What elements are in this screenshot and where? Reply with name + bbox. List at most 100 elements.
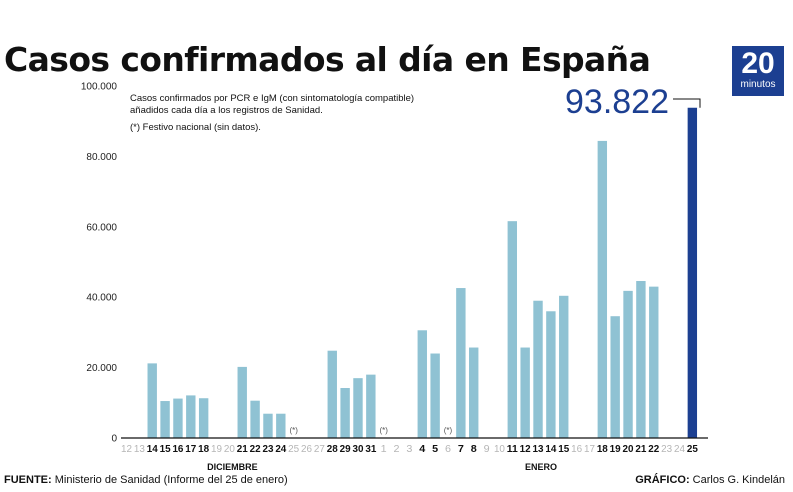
x-tick-label: 22: [250, 444, 261, 455]
highlight-annotation: 93.822: [565, 83, 701, 121]
credit-text: Carlos G. Kindelán: [692, 474, 785, 486]
y-tick-label: 100.000: [81, 82, 118, 93]
x-tick-label: 11: [507, 444, 518, 455]
source-text: Ministerio de Sanidad (Informe del 25 de…: [54, 474, 288, 486]
bar-14-33: [546, 311, 556, 438]
x-tick-label: 30: [352, 444, 363, 455]
credit-note: GRÁFICO: Carlos G. Kindelán: [635, 474, 785, 486]
x-tick-label: 13: [134, 444, 145, 455]
x-tick-label: 29: [340, 444, 351, 455]
x-tick-label: 31: [365, 444, 376, 455]
bar-19-38: [610, 316, 620, 438]
note-line-1: Casos confirmados por PCR e IgM (con sin…: [130, 93, 414, 104]
x-tick-label: 20: [224, 444, 235, 455]
y-axis-labels: 0 20.000 40.000 60.000 80.000 100.000: [81, 82, 118, 445]
brand-logo: 20 minutos: [732, 46, 784, 96]
bar-14-2: [147, 363, 157, 438]
y-tick-label: 20.000: [86, 363, 117, 374]
bar-4-23: [417, 330, 427, 438]
x-tick-label: 14: [147, 444, 158, 455]
bar-17-5: [186, 395, 196, 438]
logo-word: minutos: [740, 79, 776, 90]
x-tick-label: 15: [160, 444, 171, 455]
x-tick-label: 26: [301, 444, 312, 455]
bar-16-4: [173, 398, 183, 438]
x-tick-label: 25: [288, 444, 299, 455]
credit-label: GRÁFICO:: [635, 474, 690, 486]
x-tick-label: 25: [687, 444, 698, 455]
bar-15-34: [559, 295, 569, 438]
bar-12-31: [520, 347, 530, 438]
x-tick-label: 19: [211, 444, 222, 455]
highlight-leader-line: [673, 98, 701, 108]
x-tick-label: 5: [432, 444, 438, 455]
x-tick-label: 23: [661, 444, 672, 455]
x-tick-label: 1: [381, 444, 387, 455]
holiday-marker: (*): [444, 426, 453, 435]
bar-31-19: [366, 374, 376, 438]
x-tick-label: 22: [648, 444, 659, 455]
x-tick-label: 21: [237, 444, 248, 455]
x-tick-label: 12: [121, 444, 132, 455]
chart-notes: Casos confirmados por PCR e IgM (con sin…: [130, 93, 414, 133]
holiday-marker: (*): [379, 426, 388, 435]
logo-number: 20: [741, 47, 775, 80]
x-tick-label: 12: [520, 444, 531, 455]
x-tick-label: 21: [635, 444, 646, 455]
bar-7-26: [456, 288, 466, 438]
bar-11-30: [507, 221, 517, 438]
bar-22-41: [649, 286, 659, 438]
bar-29-17: [340, 388, 350, 438]
x-tick-label: 6: [445, 444, 451, 455]
y-tick-label: 80.000: [86, 152, 117, 163]
source-label: FUENTE:: [4, 474, 52, 486]
bar-28-16: [327, 350, 337, 438]
bar-21-9: [237, 366, 247, 438]
x-tick-label: 2: [394, 444, 400, 455]
x-tick-label: 28: [327, 444, 338, 455]
bars: (*) (*) (*): [147, 107, 698, 439]
x-tick-label: 16: [172, 444, 183, 455]
bar-15-3: [160, 401, 170, 438]
bar-25-44: [687, 107, 698, 439]
x-tick-label: 27: [314, 444, 325, 455]
y-tick-label: 60.000: [86, 222, 117, 233]
x-tick-label: 15: [558, 444, 569, 455]
bar-21-40: [636, 281, 646, 438]
bar-13-32: [533, 300, 543, 438]
highlight-value-label: 93.822: [565, 83, 669, 121]
x-tick-label: 18: [198, 444, 209, 455]
bar-18-37: [597, 140, 608, 439]
bar-30-18: [353, 378, 363, 438]
x-tick-label: 18: [597, 444, 608, 455]
bar-5-24: [430, 353, 440, 438]
month-label: ENERO: [525, 462, 557, 472]
note-line-3: (*) Festivo nacional (sin datos).: [130, 122, 261, 133]
x-tick-label: 8: [471, 444, 477, 455]
bar-18-6: [198, 398, 209, 438]
x-tick-label: 14: [545, 444, 556, 455]
x-tick-label: 23: [262, 444, 273, 455]
y-tick-label: 40.000: [86, 293, 117, 304]
x-tick-label: 17: [185, 444, 196, 455]
bar-22-10: [250, 400, 260, 438]
x-axis-labels: 12 13 14 15 16 17 18 19 20 21 22 23 24 25 26 27 28 29 30 31…: [121, 444, 698, 455]
x-tick-label: 20: [623, 444, 634, 455]
x-tick-label: 7: [458, 444, 464, 455]
x-tick-label: 17: [584, 444, 595, 455]
chart-title: Casos confirmados al día en España: [4, 40, 651, 79]
x-tick-label: 4: [419, 444, 425, 455]
month-label: DICIEMBRE: [207, 462, 258, 472]
x-tick-label: 13: [533, 444, 544, 455]
x-tick-label: 24: [674, 444, 685, 455]
bar-8-27: [469, 347, 479, 438]
holiday-marker: (*): [289, 426, 298, 435]
x-tick-label: 16: [571, 444, 582, 455]
bar-20-39: [623, 290, 633, 438]
note-line-2: añadidos cada día a los registros de San…: [130, 105, 323, 116]
x-tick-label: 19: [610, 444, 621, 455]
y-tick-label: 0: [111, 434, 117, 445]
x-tick-label: 24: [275, 444, 286, 455]
bar-23-11: [263, 413, 273, 438]
